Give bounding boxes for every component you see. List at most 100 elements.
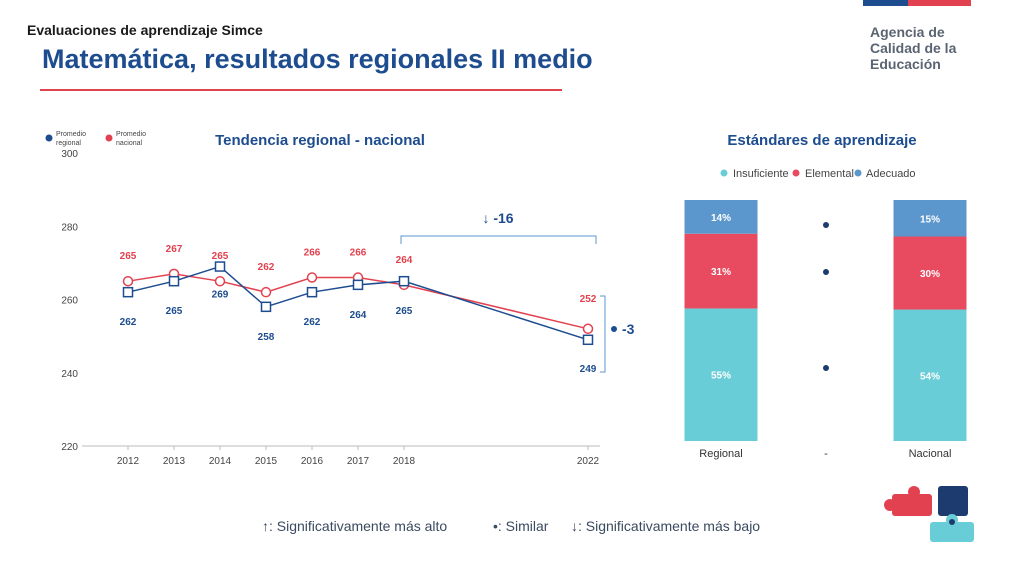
legend-marker [720,169,728,177]
x-tick-label: 2022 [577,456,600,467]
legend-nacional-marker [105,134,113,142]
bar-value-label: 14% [711,213,731,224]
agency-logo-text: Agencia de Calidad de la Educación [870,24,956,72]
top-band-red [908,0,971,6]
similar-dot-icon [823,222,829,228]
data-label-nacional: 266 [350,248,367,259]
x-category-label: Nacional [909,448,952,460]
x-tick-label: 2015 [255,456,278,467]
x-tick-label: 2013 [163,456,186,467]
puzzle-knob-red [908,486,920,498]
legend-label: Adecuado [866,168,916,180]
data-label-regional: 264 [350,310,367,321]
top-color-band [863,0,971,6]
bar-segment [893,309,967,441]
point-nacional [260,286,272,298]
puzzle-piece-red [892,494,932,516]
data-label-regional: 265 [166,306,183,317]
legend-marker [792,169,800,177]
data-label-nacional: 252 [580,294,597,305]
data-label-nacional: 264 [396,255,413,266]
agency-line-2: Calidad de la [870,40,957,56]
legend-similar: •: Similar [493,518,549,534]
similar-dot-icon [823,365,829,371]
point-regional [168,275,180,287]
point-regional [122,286,134,298]
x-tick-label: 2018 [393,456,416,467]
agency-line-1: Agencia de [870,24,945,40]
legend-lower: ↓: Significativamente más bajo [571,518,761,534]
puzzle-knob-dot [949,519,955,525]
y-tick-label: 260 [61,296,78,307]
data-label-nacional: 262 [258,262,275,273]
similar-dot-icon [823,269,829,275]
data-label-regional: 258 [258,332,275,343]
data-label-nacional: 265 [212,251,229,262]
data-label-regional: 269 [212,290,229,301]
legend-label: Elemental [805,168,854,180]
bar-value-label: 55% [711,371,731,382]
standards-chart-title: Estándares de aprendizaje [727,132,916,149]
change-since-2018-label: ↓ -16 [482,210,513,226]
bar-segment [684,233,758,309]
data-label-regional: 249 [580,364,597,375]
agency-line-3: Educación [870,56,941,72]
legend-nacional-line1: Promedio [116,131,146,138]
y-tick-label: 220 [61,442,78,453]
data-label-regional: 262 [120,317,137,328]
series-line-nacional [127,273,589,330]
bar-value-label: 30% [920,269,940,280]
legend-regional-line1: Promedio [56,131,86,138]
point-regional [398,275,410,287]
bar-value-label: 15% [920,214,940,225]
top-band-blue [863,0,908,6]
data-label-nacional: 265 [120,251,137,262]
y-tick-label: 280 [61,222,78,233]
section-eyebrow: Evaluaciones de aprendizaje Simce [27,22,263,38]
x-category-label: - [824,448,828,460]
x-category-label: Regional [699,448,742,460]
point-nacional [214,275,226,287]
legend-marker [854,169,862,177]
page-title: Matemática, resultados regionales II med… [42,44,593,74]
puzzle-knob-red-2 [884,499,896,511]
bar-segment [684,308,758,441]
point-regional [214,261,226,272]
point-regional [260,301,272,313]
difference-label: -3 [622,321,635,337]
point-nacional [306,272,318,283]
trend-line-chart: Tendencia regional - nacional Promedio r… [45,131,635,467]
point-regional [306,286,318,298]
significance-legend: ↑: Significativamente más alto •: Simila… [0,518,1024,538]
legend-regional-marker [45,134,53,142]
bar-segment [684,200,758,234]
data-label-regional: 265 [396,306,413,317]
legend-nacional-line2: nacional [116,140,143,147]
x-tick-label: 2017 [347,456,370,467]
trend-chart-title: Tendencia regional - nacional [215,132,425,149]
bar-value-label: 31% [711,267,731,278]
x-tick-label: 2012 [117,456,140,467]
point-nacional [122,275,134,287]
title-underline [40,89,562,91]
similar-dot-icon [611,326,617,332]
x-tick-label: 2016 [301,456,324,467]
data-label-nacional: 266 [304,248,321,259]
data-label-regional: 262 [304,317,321,328]
bar-segment [893,200,967,237]
point-nacional [582,323,594,335]
bar-value-label: 54% [920,371,940,382]
legend-label: Insuficiente [733,168,789,180]
bar-segment [893,236,967,310]
data-label-nacional: 267 [166,244,183,255]
legend-regional-line2: regional [56,140,81,147]
puzzle-piece-teal [930,522,974,542]
legend-higher: ↑: Significativamente más alto [262,518,448,534]
y-tick-label: 300 [61,149,78,160]
series-line-regional [127,265,589,341]
point-regional [352,279,364,291]
change-bracket [400,235,597,244]
puzzle-logo-icon [884,486,974,542]
puzzle-piece-navy [938,486,968,516]
